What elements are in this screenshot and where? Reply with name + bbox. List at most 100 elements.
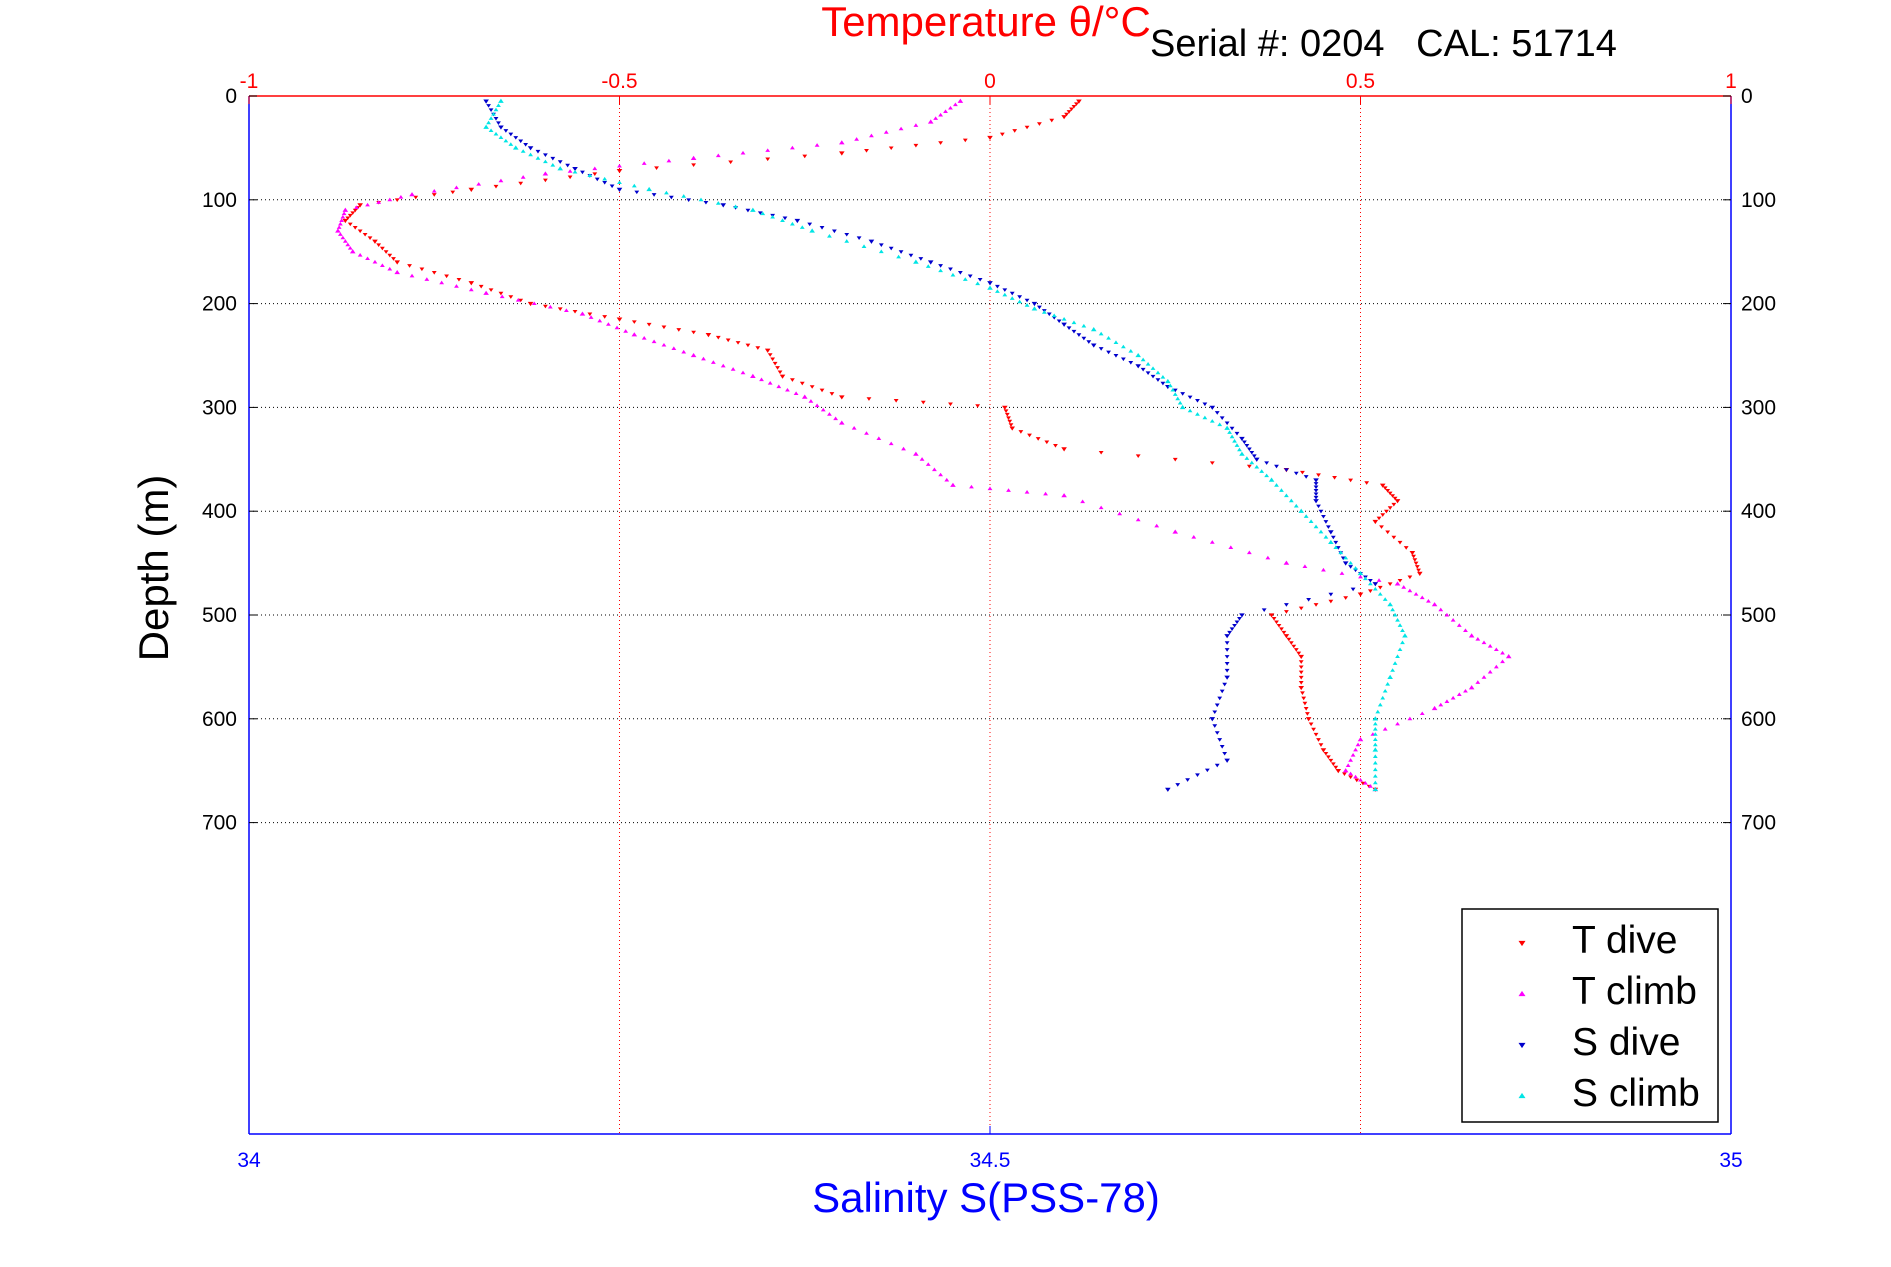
data-point [498,135,504,139]
data-point [498,178,504,183]
data-point [535,156,541,160]
data-point [1254,464,1260,469]
data-point [1154,523,1160,528]
data-point [1172,388,1178,393]
data-point [661,342,667,347]
data-point [698,197,704,202]
data-point [1135,517,1141,522]
data-point [782,216,788,221]
data-point [1002,292,1008,297]
data-point [1311,727,1316,732]
data-point [535,149,541,154]
data-point [1392,496,1398,501]
data-point [357,229,363,234]
data-point [1098,450,1104,455]
data-point [1061,317,1067,321]
data-point [543,178,548,183]
data-point [1234,431,1240,436]
data-point [1377,592,1383,596]
data-point [1350,752,1356,757]
data-point [1209,461,1215,465]
data-point [503,129,509,133]
data-point [1363,780,1368,785]
data-point [542,171,549,176]
data-point [1363,576,1368,581]
data-point [776,384,782,389]
data-point [413,195,419,200]
data-point [1401,585,1407,589]
data-point [1387,506,1393,510]
data-point [508,142,514,146]
data-point [1195,773,1200,778]
data-point [617,180,622,184]
data-point [527,301,534,307]
data-point [1487,669,1493,674]
axes-layer: -1 -0.5 0 0.5 1 34 34.5 35 0 0 100 100 200 200 300 300 4… [202,70,1776,1172]
data-point [567,169,573,173]
data-point [1066,110,1072,114]
data-point [801,394,808,399]
salinity-tick-label: 34.5 [970,1149,1011,1172]
data-point [927,119,934,124]
data-point [888,146,894,151]
depth-tick-label-right: 600 [1741,708,1776,731]
data-point [1350,587,1356,592]
data-point [1392,661,1398,665]
data-point [594,177,600,182]
data-point [1481,640,1487,645]
data-point [745,343,751,348]
data-point [844,232,850,237]
data-point [387,253,393,258]
data-point [661,325,667,330]
data-point [933,116,939,120]
data-point [1298,606,1304,611]
data-point [1385,530,1391,535]
data-point [1090,343,1097,348]
data-point [1009,426,1016,431]
data-point [1249,450,1255,455]
data-point [1284,610,1289,614]
data-point [1098,331,1104,336]
data-point [1505,654,1512,659]
data-point [602,176,608,181]
data-point [790,221,795,226]
data-point [839,395,845,400]
data-point [1031,301,1038,307]
data-point [1450,695,1456,700]
data-point [1323,751,1329,756]
data-point [383,250,389,254]
data-point [1387,602,1393,607]
data-point [398,195,404,199]
data-point [1416,571,1423,576]
data-point [1364,481,1370,485]
data-point [819,226,825,230]
data-point [1500,659,1505,664]
data-point [1086,340,1092,344]
data-point [1372,519,1379,525]
data-point [587,312,593,317]
data-point [1274,464,1279,469]
data-point [1372,774,1378,778]
data-point [1140,357,1146,362]
data-point [1395,721,1400,726]
data-point [342,218,349,224]
data-point [357,253,363,257]
data-point [1177,400,1183,405]
data-point [975,404,981,408]
data-point [1204,768,1210,773]
data-point [347,222,353,227]
data-point [1234,620,1240,625]
data-point [1302,564,1308,568]
legend-label-t-climb: T climb [1572,970,1697,1013]
data-point [1265,555,1271,560]
data-point [641,336,647,340]
data-point [531,301,537,306]
data-point [1187,395,1193,400]
data-point [827,233,832,238]
data-point [1286,637,1292,642]
data-point [777,370,783,375]
data-point [1342,772,1347,776]
data-point [623,329,629,333]
data-point [1390,668,1396,672]
